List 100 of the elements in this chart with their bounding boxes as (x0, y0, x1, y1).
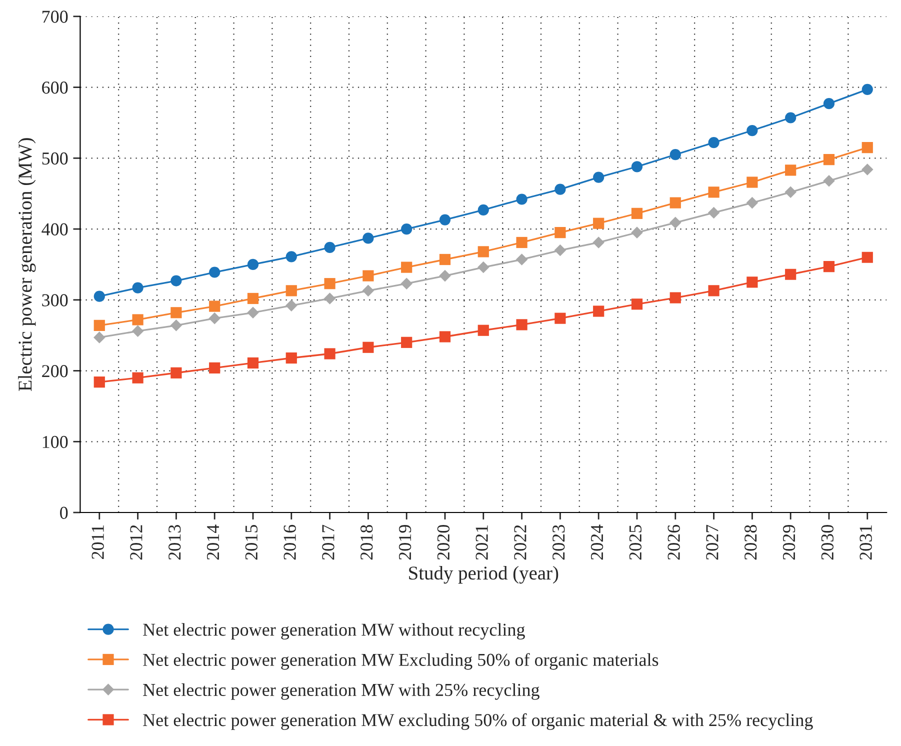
point (516, 194, 528, 205)
point (708, 285, 720, 296)
point (400, 278, 412, 290)
point (823, 261, 835, 272)
point (439, 214, 451, 226)
x-tick-label: 2015 (245, 525, 258, 560)
point (823, 154, 835, 166)
point (209, 362, 220, 374)
point (746, 276, 758, 288)
point (785, 164, 796, 176)
x-axis-title: Study period (year) (409, 566, 558, 584)
point (132, 314, 144, 326)
point (170, 307, 182, 318)
y-tick-label: 700 (42, 10, 68, 23)
y-axis-title: Electric power generation (MW) (18, 138, 36, 392)
point (478, 246, 489, 258)
point (286, 352, 297, 364)
point (631, 208, 643, 219)
y-tick-label: 200 (42, 365, 68, 378)
point (324, 278, 336, 290)
y-tick-label: 400 (42, 223, 68, 236)
y-tick-label: 0 (60, 506, 68, 519)
point (708, 206, 720, 219)
point (670, 292, 681, 304)
point (170, 367, 182, 378)
point (554, 244, 566, 256)
point (132, 372, 144, 384)
legend-label: Net electric power generation MW Excluding 50% of organic materials (143, 653, 658, 670)
point (439, 331, 451, 342)
point (285, 300, 298, 312)
point (324, 348, 336, 360)
legend-label: Net electric power generation MW excluding 50% of organic material & with 25% recycling (143, 713, 813, 730)
point (94, 320, 105, 331)
point (516, 254, 528, 266)
point (554, 312, 566, 324)
point (362, 284, 374, 297)
point (132, 282, 144, 294)
point (516, 319, 528, 330)
point (746, 124, 758, 136)
point (593, 218, 604, 229)
point (439, 270, 451, 282)
point (862, 84, 873, 95)
point (592, 236, 604, 248)
point (631, 161, 643, 172)
legend-label: Net electric power generation MW with 25% recycling (143, 683, 540, 700)
point (708, 137, 720, 148)
x-tick-label: 2020 (437, 524, 450, 560)
x-tick-label: 2011 (92, 525, 104, 559)
y-tick-label: 300 (42, 294, 68, 306)
point (362, 270, 374, 282)
point (324, 242, 336, 254)
point (554, 227, 566, 238)
point (862, 142, 873, 154)
point (401, 262, 412, 273)
point (631, 226, 643, 238)
x-tick-label: 2027 (706, 524, 718, 560)
point (746, 176, 758, 188)
point (708, 186, 720, 198)
x-tick-label: 2013 (168, 525, 181, 560)
point (401, 336, 412, 348)
point (286, 251, 297, 262)
point (785, 268, 796, 280)
y-tick-label: 500 (42, 152, 68, 165)
point (862, 252, 873, 263)
point (94, 290, 105, 302)
legend-label: Net electric power generation MW without recycling (143, 623, 525, 640)
x-tick-label: 2016 (284, 524, 296, 560)
point (477, 261, 490, 274)
point (784, 186, 796, 198)
point (247, 258, 259, 270)
point (593, 172, 604, 183)
point (170, 320, 182, 332)
x-tick-label: 2024 (590, 524, 604, 560)
point (247, 306, 259, 319)
x-tick-label: 2014 (206, 524, 220, 560)
point (785, 112, 796, 124)
x-tick-label: 2028 (744, 524, 757, 560)
point (823, 174, 835, 187)
x-tick-label: 2017 (322, 524, 334, 560)
point (94, 376, 105, 388)
x-tick-label: 2012 (130, 525, 142, 560)
x-tick-label: 2026 (668, 524, 680, 560)
point (362, 342, 374, 353)
point (247, 292, 259, 304)
point (478, 324, 489, 336)
point (401, 223, 412, 235)
x-tick-label: 2018 (360, 524, 373, 560)
point (209, 266, 220, 278)
point (439, 254, 451, 266)
point (93, 332, 106, 344)
x-tick-label: 2023 (552, 525, 565, 560)
point (669, 216, 682, 229)
y-tick-label: 600 (42, 82, 68, 94)
x-tick-label: 2022 (514, 525, 526, 560)
y-tick-label: 100 (42, 436, 68, 448)
point (823, 98, 835, 110)
x-tick-label: 2030 (821, 524, 834, 560)
point (324, 292, 336, 304)
point (286, 285, 297, 296)
point (554, 184, 566, 195)
